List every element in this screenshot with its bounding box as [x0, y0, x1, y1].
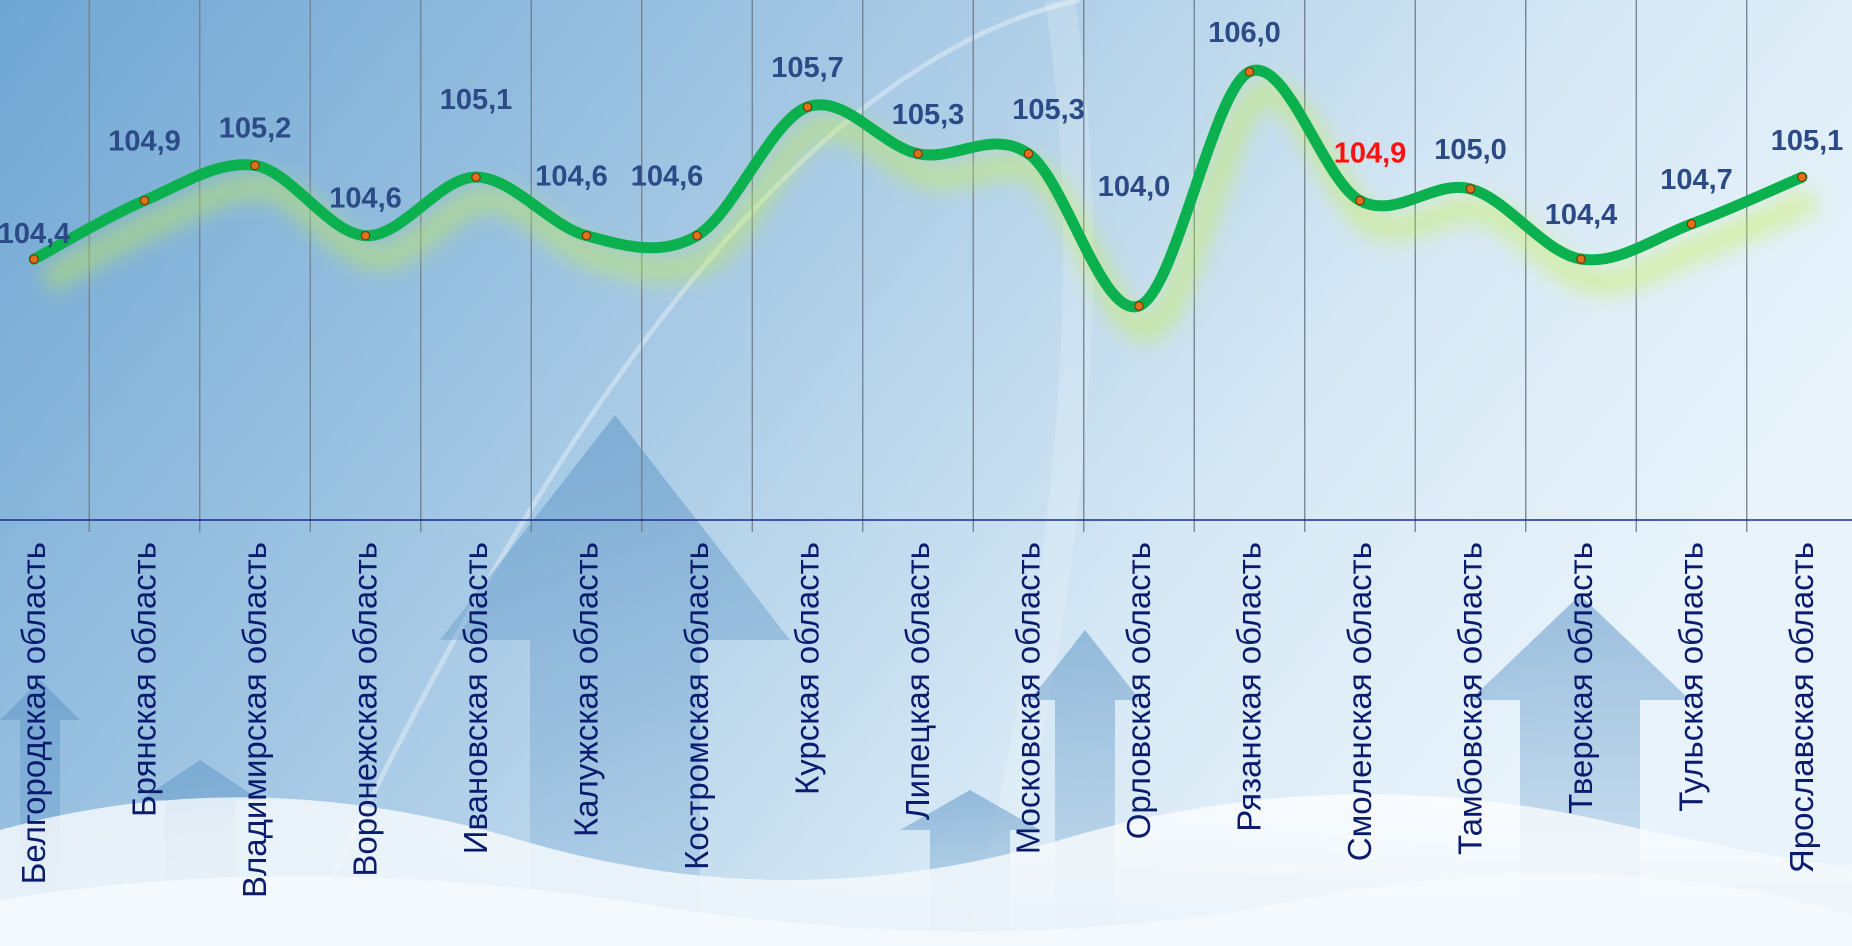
- data-point: [139, 195, 150, 206]
- data-label: 104,6: [631, 161, 704, 193]
- category-label: Тверская область: [1562, 542, 1599, 814]
- category-label: Брянская область: [126, 542, 163, 817]
- data-label: 105,3: [892, 99, 965, 131]
- data-points: [29, 67, 1807, 311]
- data-point: [692, 231, 702, 241]
- data-point: [1355, 195, 1365, 206]
- data-label: 105,7: [771, 52, 844, 84]
- data-point: [581, 231, 592, 241]
- category-labels: Белгородская область Брянская область Влад…: [15, 542, 1820, 898]
- category-label: Смоленская область: [1341, 542, 1378, 861]
- data-label: 104,4: [1545, 199, 1618, 231]
- category-label: Ярославская область: [1783, 542, 1820, 873]
- data-point: [29, 254, 39, 264]
- data-point: [471, 172, 481, 182]
- data-label: 105,1: [1771, 125, 1844, 157]
- data-point: [1465, 184, 1476, 194]
- series-line-glow: [39, 79, 1820, 342]
- category-label: Курская область: [789, 542, 826, 795]
- data-label: 104,9: [1334, 138, 1407, 170]
- data-point: [802, 102, 813, 112]
- data-label: 104,9: [108, 126, 181, 158]
- data-label: 105,1: [440, 84, 513, 116]
- data-label: 106,0: [1208, 17, 1281, 49]
- category-label: Калужская область: [568, 542, 605, 837]
- data-point: [360, 231, 371, 241]
- category-label: Воронежская область: [347, 542, 384, 877]
- data-labels: 104,4 104,9 105,2 104,6 105,1 104,6 104,6 105,7…: [0, 17, 1843, 250]
- data-label: 104,6: [329, 183, 402, 215]
- category-label: Владимирская область: [236, 542, 273, 898]
- category-label: Тульская область: [1673, 542, 1710, 812]
- category-label: Московская область: [1010, 542, 1047, 854]
- data-label: 104,4: [0, 218, 70, 250]
- category-label: Тамбовская область: [1452, 542, 1489, 855]
- category-label: Белгородская область: [15, 542, 52, 884]
- data-point: [1576, 254, 1586, 264]
- data-point: [1023, 149, 1034, 159]
- data-label: 105,0: [1434, 134, 1507, 166]
- vertical-gridlines: [88, 0, 1748, 532]
- category-label: Костромская область: [678, 542, 715, 870]
- data-point: [1797, 172, 1807, 182]
- data-point: [1244, 67, 1255, 77]
- data-label: 104,6: [535, 161, 608, 193]
- category-label: Рязанская область: [1231, 542, 1268, 832]
- category-label: Ивановская область: [457, 542, 494, 854]
- category-label: Орловская область: [1120, 542, 1157, 839]
- data-label: 104,0: [1098, 171, 1171, 203]
- data-point: [1134, 301, 1144, 311]
- category-label: Липецкая область: [899, 542, 936, 820]
- data-label: 105,3: [1012, 94, 1085, 126]
- data-point: [1686, 219, 1697, 229]
- data-label: 104,7: [1660, 164, 1733, 196]
- data-point: [913, 149, 923, 159]
- data-point: [250, 160, 260, 171]
- data-label: 105,2: [219, 112, 292, 144]
